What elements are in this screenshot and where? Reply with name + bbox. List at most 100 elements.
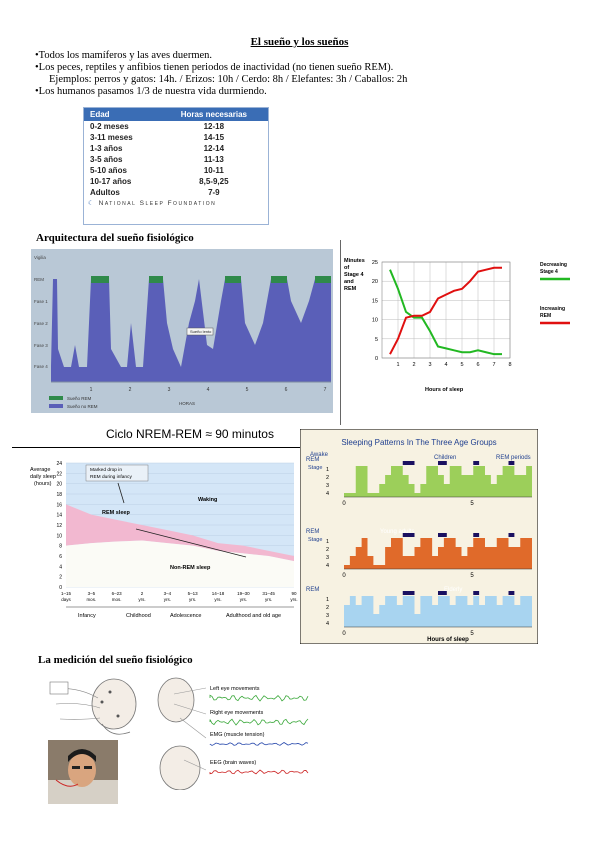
y-tick: 10 [56, 533, 62, 539]
svg-text:Stage 4: Stage 4 [540, 269, 558, 275]
rem-period [315, 276, 331, 283]
x-tick: 3–5 [88, 591, 96, 596]
svg-text:yrs.: yrs. [265, 597, 272, 602]
section-title-measurement: La medición del sueño fisiológico [38, 654, 193, 666]
table-row: 3-5 años 11-13 [90, 155, 224, 164]
y-tick: 6 [59, 554, 62, 560]
age-group-label: Infancy [78, 613, 96, 619]
x-tick: 8 [508, 362, 511, 368]
hypnogram-ylabel: Vigilia [34, 255, 46, 260]
label-left-eye: Left eye movements [210, 686, 260, 692]
label-emg: EMG (muscle tension) [210, 732, 265, 738]
stage-tick: 3 [326, 555, 329, 561]
x-tick: 2 [412, 362, 415, 368]
y-tick: 8 [59, 544, 62, 550]
label-nrem: Non-REM sleep [170, 565, 211, 571]
x-tick: 7 [492, 362, 495, 368]
bullet-3: •Los humanos pasamos 1/3 de nuestra vida… [35, 86, 267, 97]
tooltip-box [186, 327, 214, 336]
stage-tick: 2 [326, 605, 329, 611]
tooltip-label: Sueño lento [190, 329, 212, 334]
rem-marker [473, 461, 480, 465]
sleep-subject-photo [48, 740, 118, 804]
y-axis-title: Minutes [344, 258, 365, 264]
rem-marker [402, 591, 415, 595]
panel-name: Children [434, 455, 456, 461]
rem-marker [402, 461, 415, 465]
sleep-stage-area [344, 466, 532, 497]
y-tick: 12 [56, 523, 62, 529]
label-eeg: EEG (brain waves) [210, 760, 256, 766]
x-axis-title: Hours of sleep [425, 387, 464, 393]
svg-text:yrs.: yrs. [164, 597, 171, 602]
legend-nrem-label: Sueño no REM [67, 404, 98, 409]
x-tick: 5 [460, 362, 463, 368]
stage-tick: 2 [326, 475, 329, 481]
rem-marker [508, 461, 515, 465]
panel-rem-label: REM [306, 587, 319, 593]
table-header-hours: Horas necesarias [159, 108, 268, 121]
stage-tick: 4 [326, 621, 329, 627]
age-group-label: Adolescence [170, 613, 202, 619]
label-waking: Waking [198, 497, 217, 503]
panel-name: Elderly [444, 587, 462, 593]
x-tick: 19–30 [237, 591, 250, 596]
x-tick: 5 [470, 631, 474, 637]
y-tick: 0 [375, 356, 378, 362]
panel-rem-label: REM [306, 457, 319, 463]
x-tick: 5 [470, 573, 474, 579]
rem-area [66, 504, 294, 562]
page-title: El sueño y los sueños [250, 36, 349, 48]
svg-text:REM during infancy: REM during infancy [90, 474, 132, 480]
signal-trace [209, 742, 309, 746]
x-tick: 2 [141, 591, 144, 596]
y-tick: 2 [59, 575, 62, 581]
lifespan-sleep-chart: 0246810121416182022241–15days3–5mos.6–23… [30, 461, 298, 619]
legend-nrem-swatch [49, 404, 63, 408]
hypnogram-xtick: 5 [246, 387, 249, 393]
table-header-age: Edad [84, 108, 160, 121]
svg-text:daily sleep: daily sleep [30, 474, 56, 480]
y-tick: 20 [56, 482, 62, 488]
y-tick: 25 [372, 260, 378, 266]
x-tick: 0 [342, 631, 346, 637]
section-title-architecture: Arquitectura del sueño fisiológico [36, 232, 194, 244]
x-tick: 0 [342, 573, 346, 579]
hypnogram-ylabel: REM [34, 277, 44, 282]
x-tick: 3–4 [164, 591, 172, 596]
svg-text:yrs.: yrs. [189, 597, 196, 602]
electrode-head-illustration [49, 678, 137, 735]
age-groups-chart: Sleeping Patterns In The Three Age Group… [300, 429, 538, 644]
x-tick: 1–15 [61, 591, 72, 596]
series-line-1 [389, 266, 502, 355]
bullet-1: •Todos los mamíferos y las aves duermen. [35, 50, 213, 61]
rem-period [91, 276, 109, 283]
hypnogram-ylabel: Fase 3 [34, 343, 48, 348]
hypnogram-xtick: 4 [207, 387, 210, 393]
x-tick: 90 [291, 591, 297, 596]
stage-tick: 1 [326, 467, 329, 473]
cycle-caption: Ciclo NREM-REM ≈ 90 minutos [106, 427, 274, 441]
stage-tick: 4 [326, 563, 329, 569]
svg-text:days: days [61, 597, 71, 602]
hypnogram-ylabel: Fase 2 [34, 321, 48, 326]
y-tick: 5 [375, 337, 378, 343]
rem-marker [402, 533, 415, 537]
rem-marker [438, 461, 447, 465]
x-tick: 31–45 [262, 591, 275, 596]
x-tick: 5–13 [188, 591, 199, 596]
panel-name: Young adults [380, 529, 414, 535]
rem-marker [438, 591, 447, 595]
hypnogram-xtick: 6 [285, 387, 288, 393]
legend-rem-swatch [49, 396, 63, 400]
y-tick: 10 [372, 318, 378, 324]
table-row: Adultos 7-9 [90, 188, 220, 197]
hypnogram-ylabel: Fase 4 [34, 364, 48, 369]
table-row: 3-11 meses 14-15 [90, 133, 225, 142]
signal-trace [209, 769, 309, 775]
x-tick: 3 [428, 362, 431, 368]
age-groups-xlabel: Hours of sleep [427, 637, 469, 643]
svg-text:yrs.: yrs. [138, 597, 145, 602]
moon-icon: ☾ [88, 200, 96, 207]
stage-tick: 1 [326, 597, 329, 603]
